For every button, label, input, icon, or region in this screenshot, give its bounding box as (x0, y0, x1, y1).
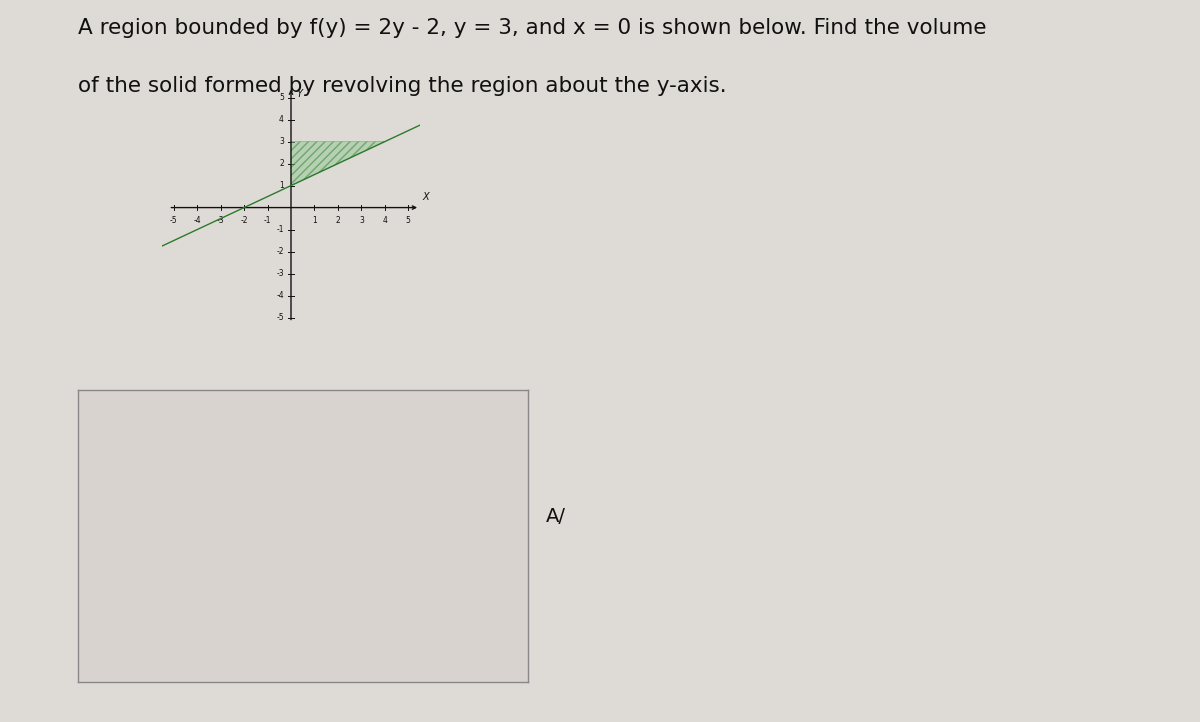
Text: X: X (422, 192, 428, 202)
Text: 5: 5 (406, 216, 410, 225)
Text: 1: 1 (312, 216, 317, 225)
Text: 3: 3 (280, 137, 284, 146)
Text: 2: 2 (336, 216, 341, 225)
Text: -2: -2 (240, 216, 248, 225)
Text: -5: -5 (170, 216, 178, 225)
Text: -5: -5 (276, 313, 284, 322)
Text: 4: 4 (280, 115, 284, 124)
Text: of the solid formed by revolving the region about the y-axis.: of the solid formed by revolving the reg… (78, 76, 727, 96)
Text: -1: -1 (264, 216, 271, 225)
Text: Y: Y (296, 89, 302, 99)
Text: 4: 4 (383, 216, 388, 225)
Text: -4: -4 (276, 291, 284, 300)
Text: 2: 2 (280, 159, 284, 168)
Text: 1: 1 (280, 181, 284, 190)
Text: -3: -3 (276, 269, 284, 278)
Text: -3: -3 (217, 216, 224, 225)
Text: -2: -2 (276, 247, 284, 256)
Text: A/: A/ (546, 507, 566, 526)
Text: 3: 3 (359, 216, 364, 225)
Text: -1: -1 (276, 225, 284, 234)
Text: -4: -4 (193, 216, 200, 225)
Text: A region bounded by f(y) = 2y - 2, y = 3, and x = 0 is shown below. Find the vol: A region bounded by f(y) = 2y - 2, y = 3… (78, 18, 986, 38)
Text: 5: 5 (280, 93, 284, 102)
